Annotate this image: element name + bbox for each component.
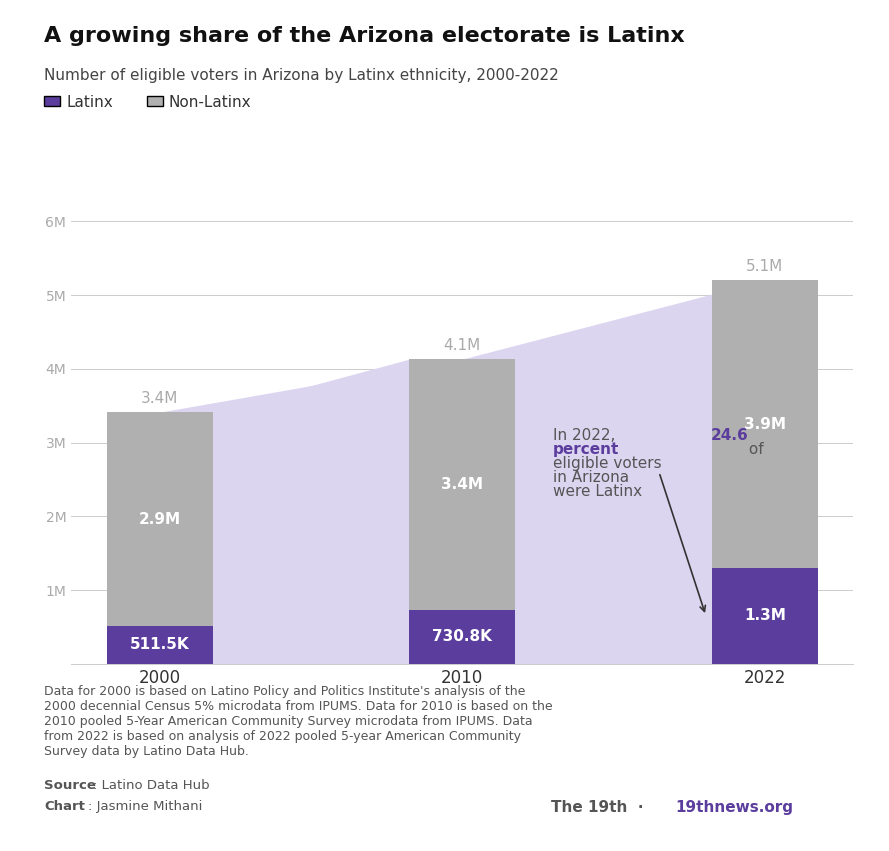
Text: 5.1M: 5.1M [746,260,783,274]
Text: In 2022,: In 2022, [553,428,621,443]
Text: A growing share of the Arizona electorate is Latinx: A growing share of the Arizona electorat… [44,26,685,46]
Text: 24.6: 24.6 [710,428,749,443]
Text: : Latino Data Hub: : Latino Data Hub [93,779,210,791]
Bar [107,412,212,626]
Text: Latinx: Latinx [67,94,114,110]
Text: 3.9M: 3.9M [744,417,786,431]
Text: 3.4M: 3.4M [441,477,484,492]
Text: Source: Source [44,779,96,791]
Text: Non-Latinx: Non-Latinx [169,94,252,110]
Text: 730.8K: 730.8K [432,630,493,644]
Text: 1.3M: 1.3M [744,608,786,623]
Text: Data for 2000 is based on Latino Policy and Politics Institute's analysis of the: Data for 2000 is based on Latino Policy … [44,685,553,758]
Bar [712,280,818,568]
Bar [409,610,516,664]
Text: The 19th  ·: The 19th · [551,800,654,815]
Text: eligible voters: eligible voters [553,456,661,471]
Bar [107,626,212,664]
Bar [409,359,516,610]
Text: Number of eligible voters in Arizona by Latinx ethnicity, 2000-2022: Number of eligible voters in Arizona by … [44,68,559,83]
Text: : Jasmine Mithani: : Jasmine Mithani [88,800,203,813]
Text: were Latinx: were Latinx [553,484,642,499]
Text: percent: percent [553,442,620,457]
Text: 3.4M: 3.4M [141,391,179,406]
Text: Chart: Chart [44,800,85,813]
Text: in Arizona: in Arizona [553,470,629,485]
Text: 511.5K: 511.5K [130,637,189,653]
Text: 2.9M: 2.9M [139,511,180,527]
Text: 4.1M: 4.1M [444,338,481,353]
Bar [712,568,818,664]
Text: 19thnews.org: 19thnews.org [676,800,794,815]
Text: of: of [744,442,764,457]
